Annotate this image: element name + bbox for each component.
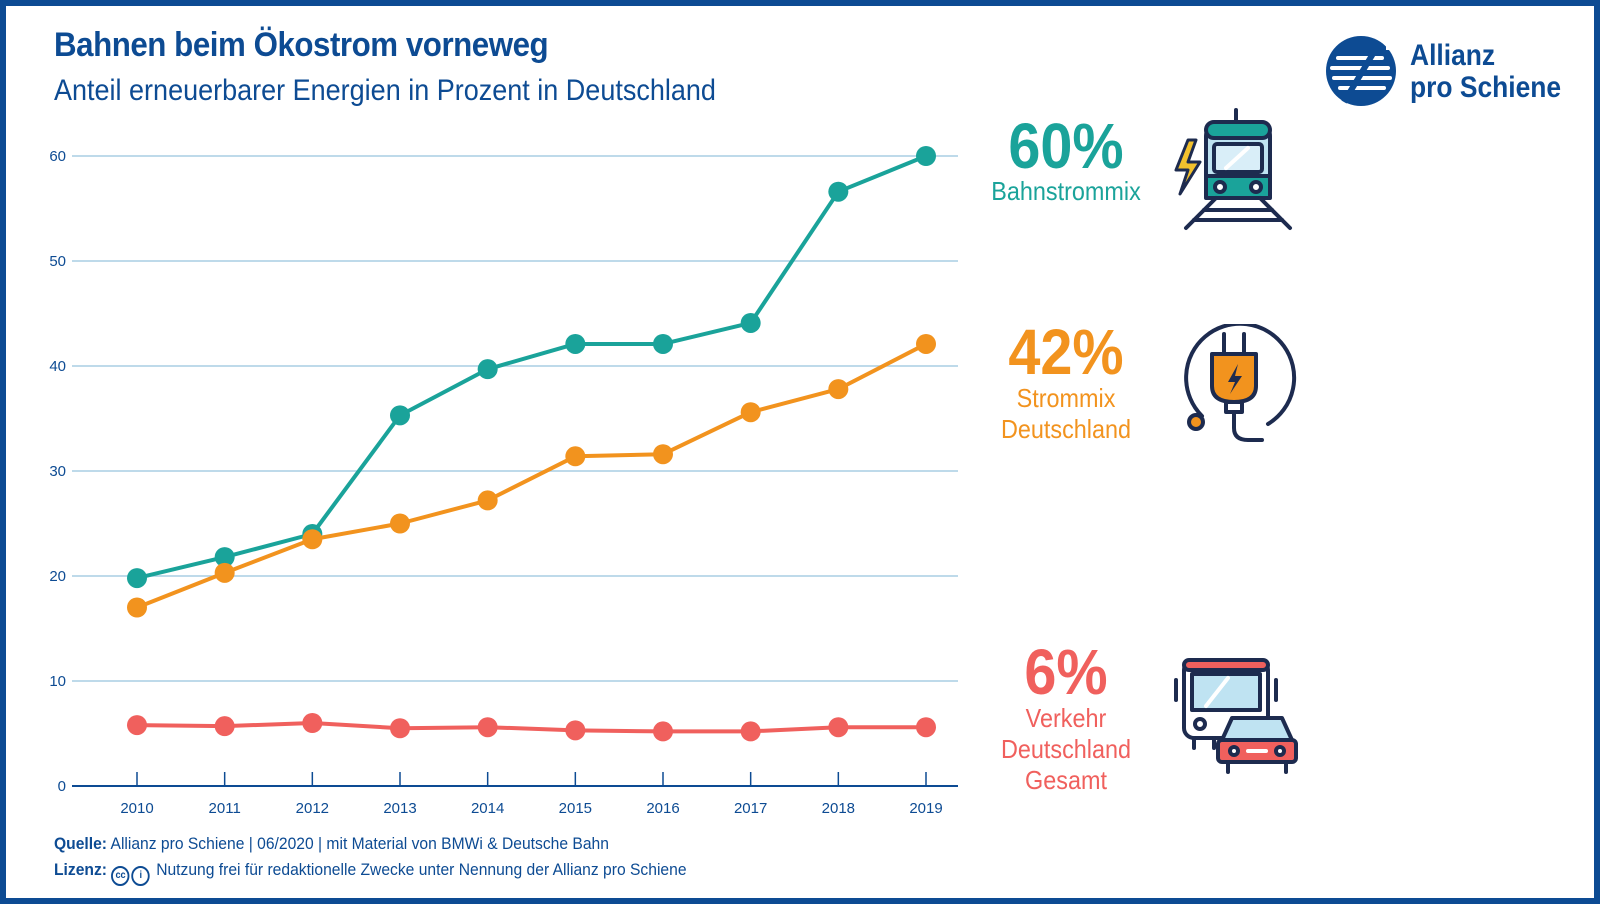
x-tick-label: 2014	[471, 800, 504, 817]
data-point	[740, 312, 761, 333]
data-point	[565, 720, 586, 741]
y-tick-label: 60	[49, 148, 66, 165]
data-point	[127, 715, 147, 736]
logo-line-1: Allianz	[1410, 39, 1496, 72]
data-point	[653, 721, 673, 742]
logo-text: Allianz pro Schiene	[1410, 40, 1561, 104]
y-tick-label: 50	[49, 253, 66, 270]
data-point	[565, 333, 586, 354]
data-point	[477, 717, 498, 738]
data-point	[916, 717, 936, 738]
data-point	[390, 405, 410, 426]
data-point	[828, 717, 849, 738]
train-icon	[1174, 108, 1292, 230]
data-point	[828, 181, 849, 202]
data-point	[828, 379, 849, 400]
data-point	[302, 713, 323, 733]
line-chart: 0 10 20 30 40 50 60 2010 2011 2012 2013 2014 2015 201…	[49, 146, 958, 817]
license-text: Nutzung frei für redaktionelle Zwecke un…	[156, 860, 687, 879]
bus-car-icon	[1174, 658, 1298, 774]
x-tick-label: 2016	[646, 800, 679, 817]
x-tick-label: 2015	[559, 800, 592, 817]
logo-icon	[1326, 36, 1396, 106]
x-tick-label: 2017	[734, 800, 767, 817]
data-point	[477, 359, 498, 380]
footer-source: Quelle: Allianz pro Schiene | 06/2020 | …	[54, 834, 609, 854]
callout-verkehr-label-3: Gesamt	[1025, 765, 1107, 795]
data-point	[653, 333, 673, 354]
y-tick-label: 40	[49, 358, 66, 375]
y-tick-label: 0	[58, 778, 66, 795]
x-tick-label: 2012	[296, 800, 329, 817]
x-tick-label: 2010	[120, 800, 153, 817]
plug-icon	[1184, 324, 1297, 442]
data-point	[302, 529, 323, 550]
page-subtitle: Anteil erneuerbarer Energien in Prozent …	[54, 74, 716, 107]
footer-license: Lizenz: cc i Nutzung frei für redaktionel…	[54, 860, 687, 886]
series-line-1	[136, 342, 927, 610]
callout-strommix-value: 42%	[1008, 316, 1124, 388]
page-title: Bahnen beim Ökostrom vorneweg	[54, 26, 549, 64]
y-tick-label: 30	[49, 463, 66, 480]
y-tick-label: 20	[49, 568, 66, 585]
callout-bahnstrom-label: Bahnstrommix	[991, 176, 1141, 206]
series-line-0	[136, 154, 927, 581]
x-tick-label: 2019	[909, 800, 942, 817]
cc-icon: cc	[111, 866, 130, 886]
callout-strommix-label-2: Deutschland	[1000, 414, 1132, 444]
source-text: Allianz pro Schiene | 06/2020 | mit Mate…	[110, 834, 609, 853]
data-point	[214, 562, 235, 583]
data-point	[127, 597, 147, 618]
data-point	[127, 568, 147, 589]
callout-verkehr-label-2: Deutschland	[1000, 734, 1132, 764]
attribution-icon: i	[131, 866, 150, 886]
data-point	[214, 716, 235, 737]
data-point	[390, 718, 410, 739]
callout-verkehr-value: 6%	[1024, 636, 1108, 708]
data-point	[916, 333, 936, 354]
data-point	[477, 490, 498, 511]
data-point	[390, 513, 410, 534]
x-tick-label: 2018	[822, 800, 855, 817]
callout-bahnstrom-value: 60%	[1008, 110, 1124, 182]
license-label: Lizenz:	[54, 860, 108, 879]
x-tick-label: 2013	[383, 800, 416, 817]
y-tick-label: 10	[49, 673, 66, 690]
data-point	[740, 721, 761, 742]
data-point	[653, 444, 673, 465]
callout-verkehr-label-1: Verkehr	[1025, 703, 1107, 733]
callout-strommix-label-1: Strommix	[1016, 383, 1116, 413]
source-label: Quelle:	[54, 834, 108, 853]
x-tick-label: 2011	[209, 800, 241, 817]
series-line-2	[136, 721, 926, 734]
data-point	[214, 547, 235, 568]
data-point	[565, 446, 586, 467]
data-point	[916, 146, 936, 166]
logo-line-2: pro Schiene	[1410, 71, 1562, 104]
allianz-logo: Allianz pro Schiene	[1324, 34, 1584, 114]
data-point	[740, 402, 761, 423]
